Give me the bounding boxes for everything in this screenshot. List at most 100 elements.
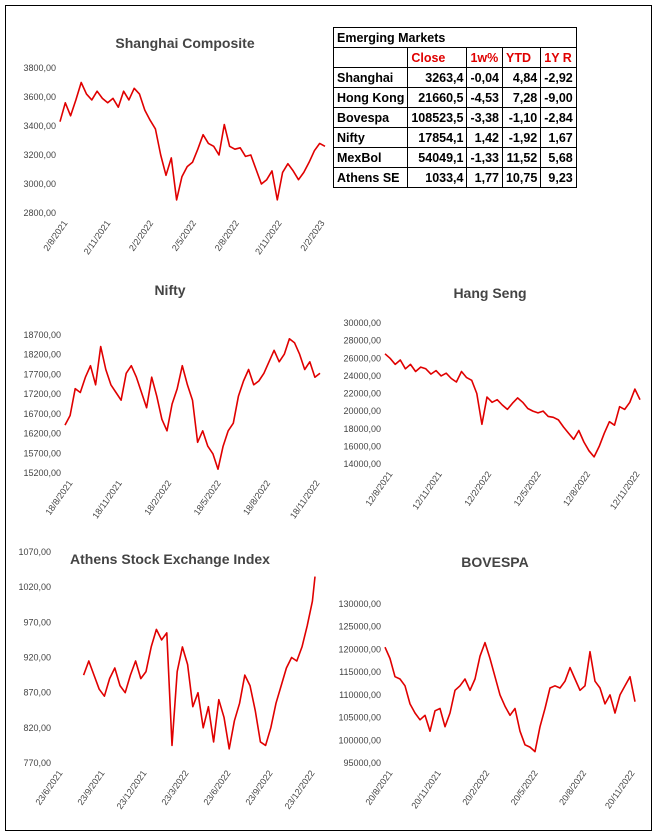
x-tick-label: 18/11/2022 bbox=[288, 478, 322, 520]
x-tick-label: 2/11/2022 bbox=[253, 218, 284, 256]
x-tick-label: 23/9/2021 bbox=[75, 768, 106, 807]
x-tick-label: 23/6/2021 bbox=[33, 768, 64, 807]
table-header-row: Close 1w% YTD 1Y R bbox=[332, 47, 577, 68]
y-tick-label: 920,00 bbox=[23, 653, 51, 663]
header-blank bbox=[332, 47, 409, 68]
y-tick-label: 17200,00 bbox=[23, 389, 61, 399]
y-tick-label: 16200,00 bbox=[23, 429, 61, 439]
header-1w: 1w% bbox=[466, 47, 503, 68]
y-tick-label: 130000,00 bbox=[338, 599, 381, 609]
y-tick-label: 970,00 bbox=[23, 617, 51, 627]
x-tick-label: 2/2/2022 bbox=[127, 218, 155, 252]
y-tick-label: 3600,00 bbox=[23, 92, 56, 102]
y-tick-label: 2800,00 bbox=[23, 208, 56, 218]
row-name: Athens SE bbox=[332, 167, 409, 188]
y-tick-label: 14000,00 bbox=[343, 459, 381, 469]
y-tick-label: 16700,00 bbox=[23, 409, 61, 419]
series-line bbox=[82, 576, 316, 750]
y-tick-label: 3200,00 bbox=[23, 150, 56, 160]
cell-1yr: -9,00 bbox=[540, 87, 577, 108]
cell-close: 3263,4 bbox=[407, 67, 468, 88]
x-tick-label: 23/12/2021 bbox=[115, 768, 149, 811]
cell-ytd: -1,10 bbox=[501, 107, 542, 128]
row-name: Nifty bbox=[332, 127, 409, 148]
y-tick-label: 870,00 bbox=[23, 688, 51, 698]
cell-ytd: 7,28 bbox=[501, 87, 542, 108]
cell-close: 17854,1 bbox=[407, 127, 468, 148]
x-tick-label: 23/9/2022 bbox=[243, 768, 274, 807]
cell-ytd: 4,84 bbox=[501, 67, 542, 88]
x-tick-label: 20/5/2022 bbox=[509, 768, 540, 807]
cell-1yr: -2,84 bbox=[540, 107, 577, 128]
x-tick-label: 20/11/2022 bbox=[603, 768, 637, 810]
shanghai-composite-chart: Shanghai Composite 2800,00 3000,00 3200,00 3… bbox=[23, 35, 326, 256]
chart-title: Hang Seng bbox=[453, 285, 526, 301]
x-tick-label: 20/8/2022 bbox=[557, 768, 588, 807]
x-tick-label: 23/6/2022 bbox=[201, 768, 232, 807]
chart-title: Shanghai Composite bbox=[115, 35, 254, 51]
x-tick-label: 12/2/2022 bbox=[462, 469, 493, 508]
chart-title: Athens Stock Exchange Index bbox=[70, 551, 270, 567]
cell-close: 108523,5 bbox=[407, 107, 468, 128]
x-tick-label: 12/8/2022 bbox=[561, 469, 592, 508]
y-tick-label: 110000,00 bbox=[339, 690, 381, 700]
table-title: Emerging Markets bbox=[333, 27, 577, 48]
y-tick-label: 1020,00 bbox=[18, 582, 51, 592]
y-tick-label: 100000,00 bbox=[338, 735, 381, 745]
y-tick-label: 20000,00 bbox=[343, 406, 381, 416]
y-tick-label: 15700,00 bbox=[23, 448, 61, 458]
x-tick-label: 20/2/2022 bbox=[460, 768, 491, 807]
header-1yr: 1Y R bbox=[540, 47, 577, 68]
x-tick-label: 18/5/2022 bbox=[192, 478, 223, 517]
x-tick-label: 12/11/2022 bbox=[608, 469, 642, 511]
y-tick-label: 28000,00 bbox=[343, 336, 381, 346]
series-line bbox=[59, 81, 326, 201]
row-name: MexBol bbox=[332, 147, 409, 168]
cell-1yr: 1,67 bbox=[540, 127, 577, 148]
y-tick-label: 18200,00 bbox=[23, 350, 61, 360]
cell-1w: -4,53 bbox=[466, 87, 503, 108]
x-tick-label: 23/3/2022 bbox=[159, 768, 190, 807]
y-tick-label: 115000,00 bbox=[339, 667, 381, 677]
y-tick-label: 3400,00 bbox=[23, 121, 56, 131]
row-name: Shanghai bbox=[332, 67, 409, 88]
series-line bbox=[64, 337, 321, 470]
emerging-markets-table: Emerging Markets Close 1w% YTD 1Y R Shan… bbox=[332, 27, 577, 188]
cell-ytd: -1,92 bbox=[501, 127, 542, 148]
cell-1w: -1,33 bbox=[466, 147, 503, 168]
x-tick-label: 20/8/2021 bbox=[363, 768, 394, 807]
table-row: Shanghai 3263,4 -0,04 4,84 -2,92 bbox=[332, 67, 577, 88]
cell-1w: 1,42 bbox=[466, 127, 503, 148]
x-tick-label: 12/8/2021 bbox=[363, 469, 394, 508]
y-tick-label: 22000,00 bbox=[343, 389, 381, 399]
y-tick-label: 105000,00 bbox=[338, 713, 381, 723]
series-line bbox=[384, 641, 636, 753]
x-tick-label: 18/11/2021 bbox=[90, 478, 124, 520]
athens-stock-exchange-chart: Athens Stock Exchange Index 770,00 820,00 8… bbox=[18, 547, 317, 811]
table-row: Hong Kong 21660,5 -4,53 7,28 -9,00 bbox=[332, 87, 577, 108]
y-tick-label: 1070,00 bbox=[18, 547, 51, 557]
x-tick-label: 2/5/2022 bbox=[170, 218, 198, 252]
nifty-chart: Nifty 15200,00 15700,00 16200,00 16700,00 172… bbox=[23, 282, 322, 521]
row-name: Bovespa bbox=[332, 107, 409, 128]
header-ytd: YTD bbox=[501, 47, 542, 68]
table-row: Nifty 17854,1 1,42 -1,92 1,67 bbox=[332, 127, 577, 148]
header-close: Close bbox=[407, 47, 468, 68]
cell-ytd: 10,75 bbox=[501, 167, 542, 188]
x-tick-label: 23/12/2022 bbox=[283, 768, 317, 811]
cell-1yr: -2,92 bbox=[540, 67, 577, 88]
x-tick-label: 2/8/2022 bbox=[213, 218, 241, 252]
series-line bbox=[384, 353, 641, 458]
x-tick-label: 12/11/2021 bbox=[410, 469, 444, 511]
x-tick-label: 18/8/2022 bbox=[241, 478, 272, 517]
x-tick-label: 12/5/2022 bbox=[512, 469, 543, 508]
y-tick-label: 15200,00 bbox=[23, 468, 61, 478]
y-tick-label: 3000,00 bbox=[23, 179, 56, 189]
y-tick-label: 24000,00 bbox=[343, 371, 381, 381]
cell-1yr: 5,68 bbox=[540, 147, 577, 168]
figure-frame bbox=[5, 5, 652, 831]
x-tick-label: 18/8/2021 bbox=[43, 478, 74, 517]
y-tick-label: 26000,00 bbox=[343, 353, 381, 363]
cell-close: 1033,4 bbox=[407, 167, 468, 188]
y-tick-label: 120000,00 bbox=[338, 644, 381, 654]
